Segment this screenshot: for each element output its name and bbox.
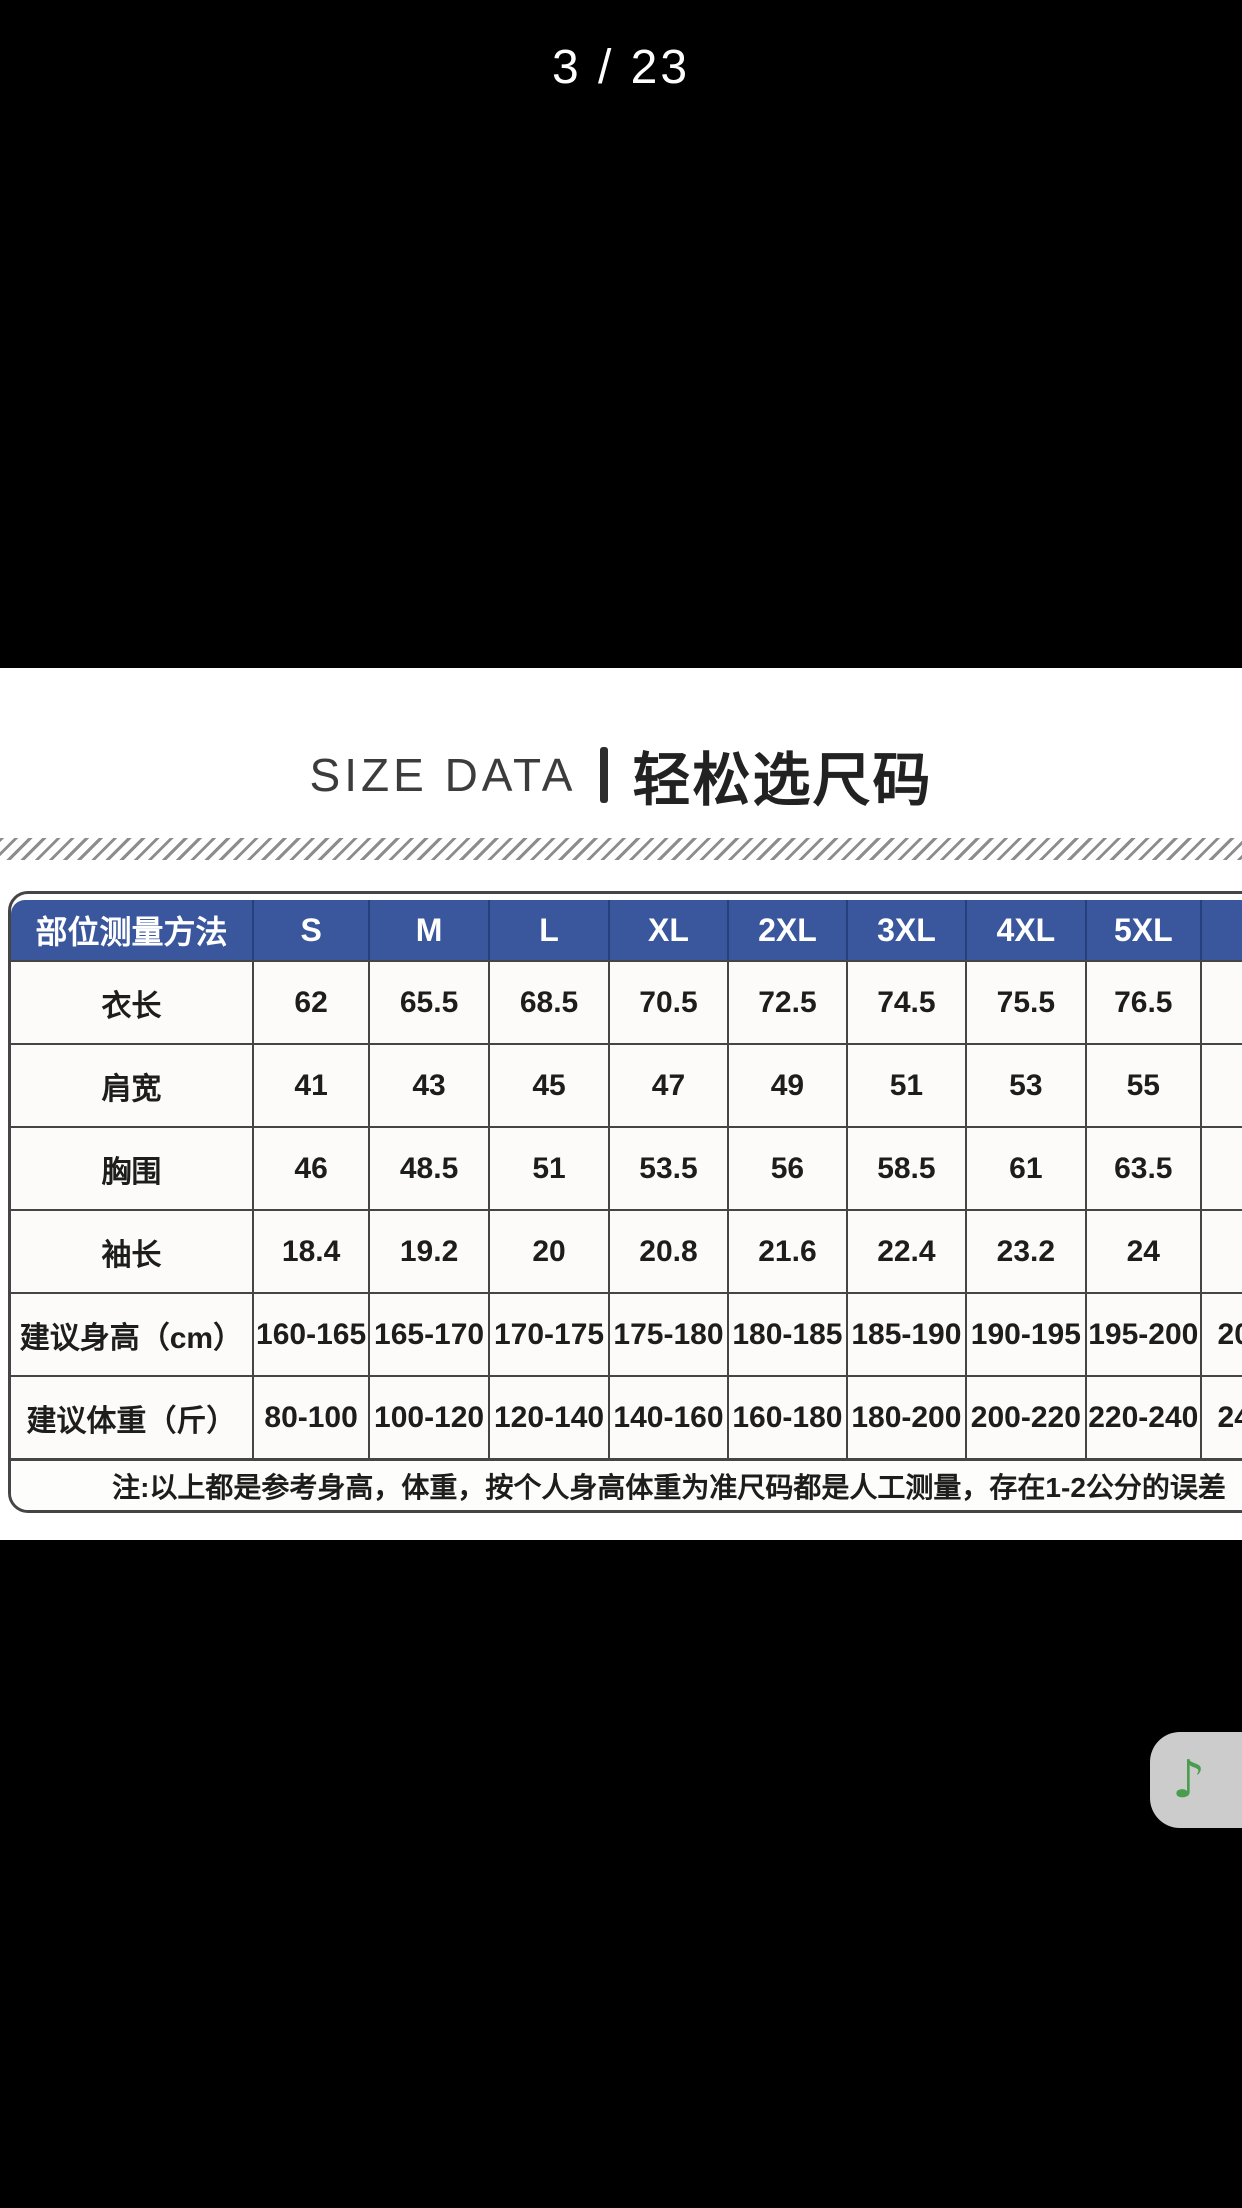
header-cell-size: 4XL <box>966 900 1088 960</box>
table-row: 肩宽 41 43 45 47 49 51 53 55 <box>11 1043 1242 1126</box>
header-cell-size: M <box>370 900 490 960</box>
value-cell: 200-220 <box>966 1377 1088 1458</box>
table-row: 胸围 46 48.5 51 53.5 56 58.5 61 63.5 <box>11 1126 1242 1209</box>
header-cell-size <box>1201 900 1242 960</box>
value-cell: 190-195 <box>966 1294 1088 1375</box>
header-cell-size: XL <box>610 900 729 960</box>
value-cell: 160-180 <box>728 1377 849 1458</box>
value-cell: 180-185 <box>728 1294 849 1375</box>
value-cell: 63.5 <box>1087 1128 1202 1209</box>
value-cell <box>1201 962 1242 1043</box>
value-cell: 24 <box>1201 1377 1242 1458</box>
value-cell: 58.5 <box>848 1128 967 1209</box>
value-cell: 24 <box>1087 1211 1202 1292</box>
value-cell: 160-165 <box>253 1294 371 1375</box>
value-cell: 185-190 <box>848 1294 967 1375</box>
value-cell: 20 <box>1201 1294 1242 1375</box>
value-cell: 80-100 <box>253 1377 371 1458</box>
header-cell-size: L <box>489 900 611 960</box>
table-row: 建议身高（cm） 160-165 165-170 170-175 175-180 180-… <box>11 1292 1242 1375</box>
value-cell: 22.4 <box>848 1211 967 1292</box>
page-indicator: 3 / 23 <box>551 41 691 94</box>
value-cell: 62 <box>253 962 371 1043</box>
size-table-header: 部位测量方法 S M L XL 2XL 3XL 4XL 5XL <box>11 900 1242 960</box>
value-cell: 51 <box>489 1128 611 1209</box>
music-note-icon: ♪ <box>1172 1750 1206 1810</box>
hatch-divider <box>0 838 1242 860</box>
row-label: 肩宽 <box>11 1045 254 1126</box>
value-cell: 20 <box>489 1211 611 1292</box>
section-title: SIZE DATA 轻松选尺码 <box>0 740 1242 813</box>
value-cell: 75.5 <box>966 962 1088 1043</box>
value-cell: 65.5 <box>370 962 490 1043</box>
row-label: 建议体重（斤） <box>11 1377 254 1458</box>
size-table-body: 衣长 62 65.5 68.5 70.5 72.5 74.5 75.5 76.5 肩宽 41 43 45… <box>11 960 1242 1458</box>
value-cell: 175-180 <box>610 1294 729 1375</box>
row-label: 胸围 <box>11 1128 254 1209</box>
table-row: 袖长 18.4 19.2 20 20.8 21.6 22.4 23.2 24 <box>11 1209 1242 1292</box>
value-cell: 21.6 <box>728 1211 849 1292</box>
header-cell-size: 5XL <box>1087 900 1202 960</box>
value-cell: 72.5 <box>728 962 849 1043</box>
value-cell: 20.8 <box>610 1211 729 1292</box>
section-title-en: SIZE DATA <box>309 749 577 801</box>
row-label: 袖长 <box>11 1211 254 1292</box>
value-cell: 47 <box>610 1045 729 1126</box>
value-cell: 100-120 <box>370 1377 490 1458</box>
size-table-note: 注:以上都是参考身高，体重，按个人身高体重为准尺码都是人工测量，存在1-2公分的… <box>11 1458 1242 1510</box>
value-cell: 76.5 <box>1087 962 1202 1043</box>
value-cell: 49 <box>728 1045 849 1126</box>
value-cell: 53.5 <box>610 1128 729 1209</box>
header-cell-size: 2XL <box>728 900 849 960</box>
value-cell: 51 <box>848 1045 967 1126</box>
table-row: 衣长 62 65.5 68.5 70.5 72.5 74.5 75.5 76.5 <box>11 960 1242 1043</box>
value-cell: 41 <box>253 1045 371 1126</box>
value-cell: 220-240 <box>1087 1377 1202 1458</box>
row-label: 建议身高（cm） <box>11 1294 254 1375</box>
header-cell-size: S <box>253 900 371 960</box>
value-cell: 19.2 <box>370 1211 490 1292</box>
value-cell: 70.5 <box>610 962 729 1043</box>
value-cell: 43 <box>370 1045 490 1126</box>
value-cell: 120-140 <box>489 1377 611 1458</box>
value-cell: 23.2 <box>966 1211 1088 1292</box>
value-cell: 48.5 <box>370 1128 490 1209</box>
product-image-size-chart[interactable]: SIZE DATA 轻松选尺码 部位测量方法 S M L XL 2XL 3XL 4XL 5XL … <box>0 668 1242 1540</box>
value-cell: 165-170 <box>370 1294 490 1375</box>
size-table: 部位测量方法 S M L XL 2XL 3XL 4XL 5XL 衣长 62 65.5 68.5 70.5… <box>8 891 1242 1513</box>
header-cell-part: 部位测量方法 <box>11 900 254 960</box>
value-cell: 61 <box>966 1128 1088 1209</box>
value-cell: 68.5 <box>489 962 611 1043</box>
value-cell: 56 <box>728 1128 849 1209</box>
value-cell: 55 <box>1087 1045 1202 1126</box>
value-cell <box>1201 1045 1242 1126</box>
value-cell <box>1201 1211 1242 1292</box>
value-cell: 74.5 <box>848 962 967 1043</box>
section-title-zh: 轻松选尺码 <box>632 748 933 813</box>
value-cell: 180-200 <box>848 1377 967 1458</box>
value-cell <box>1201 1128 1242 1209</box>
table-row: 建议体重（斤） 80-100 100-120 120-140 140-160 160-18… <box>11 1375 1242 1458</box>
value-cell: 53 <box>966 1045 1088 1126</box>
value-cell: 170-175 <box>489 1294 611 1375</box>
title-divider-bar <box>600 747 609 803</box>
row-label: 衣长 <box>11 962 254 1043</box>
header-cell-size: 3XL <box>848 900 967 960</box>
value-cell: 46 <box>253 1128 371 1209</box>
value-cell: 195-200 <box>1087 1294 1202 1375</box>
music-button[interactable]: ♪ <box>1150 1732 1242 1828</box>
value-cell: 45 <box>489 1045 611 1126</box>
value-cell: 140-160 <box>610 1377 729 1458</box>
value-cell: 18.4 <box>253 1211 371 1292</box>
